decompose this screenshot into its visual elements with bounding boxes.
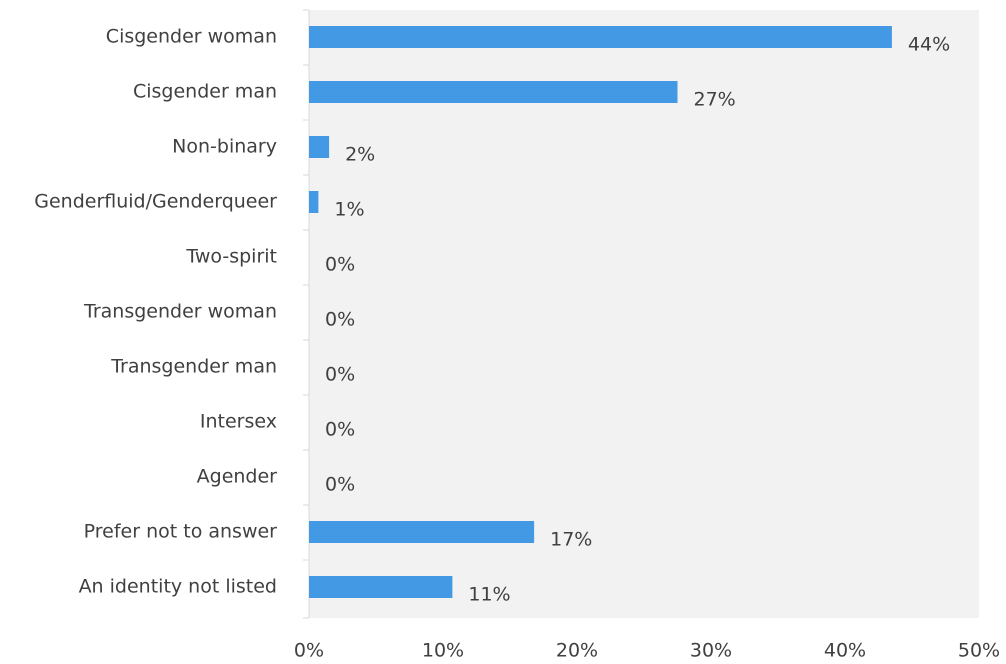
category-label: Cisgender man [133,81,277,103]
x-tick-label: 0% [294,640,324,662]
category-axis [303,9,310,619]
category-label: Prefer not to answer [84,521,278,543]
value-axis-tick-labels: 0% 10% 20% 30% 40% 50% [294,640,1000,662]
category-label: Two-spirit [185,246,277,268]
category-labels: Cisgender woman Cisgender man Non-binary Ge… [34,26,277,598]
x-tick-label: 20% [556,640,598,662]
data-label: 44% [908,34,950,56]
bar [309,136,330,158]
data-label: 0% [325,419,355,441]
x-tick-label: 30% [690,640,732,662]
category-label: An identity not listed [79,576,277,598]
x-tick-label: 40% [824,640,866,662]
category-label: Genderfluid/Genderqueer [34,191,277,213]
category-label: Non-binary [172,136,277,158]
bar [309,26,892,48]
category-label: Cisgender woman [106,26,277,48]
category-label: Transgender man [110,356,277,378]
data-label: 2% [345,144,375,166]
x-tick-label: 50% [958,640,1000,662]
bar [309,576,453,598]
data-label: 0% [325,474,355,496]
data-label: 0% [325,254,355,276]
data-label: 0% [325,364,355,386]
category-label: Transgender woman [83,301,277,323]
data-label: 0% [325,309,355,331]
category-label: Intersex [200,411,277,433]
category-label: Agender [197,466,278,488]
data-label: 1% [334,199,364,221]
x-tick-label: 10% [422,640,464,662]
bar [309,81,678,103]
data-label: 27% [694,89,736,111]
category-axis-ticks [303,9,309,619]
bar [309,191,319,213]
data-label: 11% [468,584,510,606]
data-label: 17% [550,529,592,551]
plot-area [309,10,979,618]
bar [309,521,535,543]
data-labels: 44% 27% 2% 1% 0% 0% 0% 0% 0% 17% 11% [325,34,950,606]
bars [309,26,892,598]
